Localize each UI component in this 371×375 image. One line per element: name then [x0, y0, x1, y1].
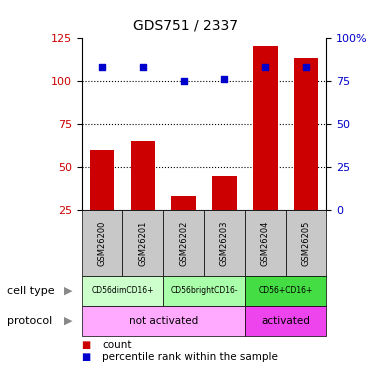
Text: CD56dimCD16+: CD56dimCD16+: [91, 286, 154, 295]
Text: GSM26200: GSM26200: [98, 220, 106, 266]
Bar: [163, 210, 204, 276]
Bar: [204, 210, 245, 276]
Point: [181, 78, 187, 84]
Bar: [131, 141, 155, 210]
Bar: [245, 210, 286, 276]
Text: GSM26205: GSM26205: [302, 220, 311, 266]
Text: GSM26202: GSM26202: [179, 220, 188, 266]
Text: percentile rank within the sample: percentile rank within the sample: [102, 352, 278, 362]
Text: GSM26204: GSM26204: [261, 220, 270, 266]
Point: [221, 76, 227, 82]
Text: ▶: ▶: [65, 286, 73, 296]
Bar: [82, 306, 245, 336]
Text: GSM26201: GSM26201: [138, 220, 147, 266]
Text: CD56+CD16+: CD56+CD16+: [259, 286, 313, 295]
Text: count: count: [102, 340, 132, 350]
Bar: [245, 276, 326, 306]
Text: activated: activated: [261, 316, 310, 326]
Point: [303, 64, 309, 70]
Point: [262, 64, 268, 70]
Bar: [294, 58, 318, 210]
Bar: [171, 196, 196, 210]
Text: GDS751 / 2337: GDS751 / 2337: [133, 19, 238, 33]
Bar: [122, 210, 163, 276]
Text: ■: ■: [82, 352, 91, 362]
Point: [99, 64, 105, 70]
Bar: [286, 210, 326, 276]
Text: protocol: protocol: [7, 316, 53, 326]
Bar: [253, 46, 278, 210]
Text: cell type: cell type: [7, 286, 55, 296]
Text: ▶: ▶: [65, 316, 73, 326]
Point: [140, 64, 146, 70]
Text: CD56brightCD16-: CD56brightCD16-: [170, 286, 238, 295]
Bar: [245, 306, 326, 336]
Bar: [90, 150, 114, 210]
Bar: [82, 276, 163, 306]
Bar: [212, 176, 237, 210]
Text: GSM26203: GSM26203: [220, 220, 229, 266]
Text: ■: ■: [82, 340, 91, 350]
Bar: [82, 210, 122, 276]
Bar: [163, 276, 245, 306]
Text: not activated: not activated: [129, 316, 198, 326]
